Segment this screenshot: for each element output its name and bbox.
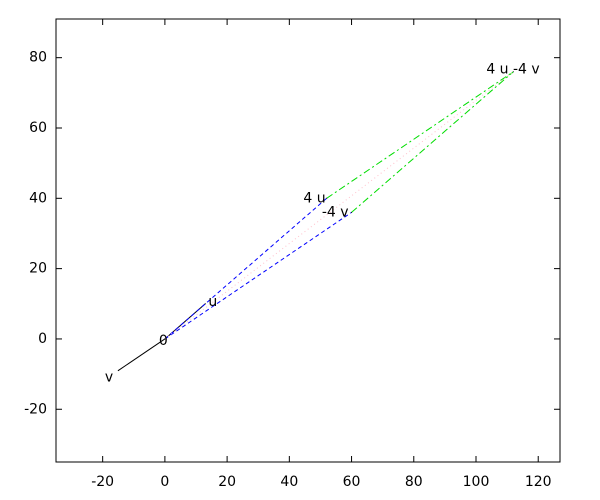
vector-segment bbox=[164, 211, 352, 340]
y-tick-label: 20 bbox=[29, 261, 47, 277]
x-tick-label: 20 bbox=[218, 474, 236, 490]
vector-segment bbox=[326, 71, 514, 199]
x-tick-label: 0 bbox=[160, 474, 169, 490]
y-tick-label: 40 bbox=[29, 190, 47, 206]
point bbox=[351, 211, 353, 213]
point bbox=[512, 71, 514, 73]
y-tick-label: 60 bbox=[29, 120, 47, 136]
x-tick-label: 40 bbox=[280, 474, 298, 490]
point-label: 4 u -4 v bbox=[486, 62, 539, 78]
point-label: 0 bbox=[159, 333, 168, 349]
x-tick-label: 120 bbox=[525, 474, 552, 490]
vector-segment bbox=[351, 71, 514, 213]
vector-segment bbox=[117, 338, 166, 372]
x-tick-label: 100 bbox=[463, 474, 490, 490]
point bbox=[204, 303, 206, 305]
point-label: 4 u bbox=[303, 190, 325, 206]
point-label: u bbox=[208, 294, 217, 310]
y-tick-label: 0 bbox=[38, 331, 47, 347]
y-tick-label: -20 bbox=[24, 401, 47, 417]
point bbox=[326, 197, 328, 199]
x-tick-label: -20 bbox=[91, 474, 114, 490]
plot-frame bbox=[55, 18, 561, 463]
x-tick-label: 60 bbox=[343, 474, 361, 490]
y-tick-label: 80 bbox=[29, 50, 47, 66]
point bbox=[164, 338, 166, 340]
point-label: -4 v bbox=[322, 204, 349, 220]
vector-segment bbox=[164, 197, 327, 340]
point-label: v bbox=[105, 370, 113, 386]
point bbox=[117, 370, 119, 372]
x-tick-label: 80 bbox=[405, 474, 423, 490]
